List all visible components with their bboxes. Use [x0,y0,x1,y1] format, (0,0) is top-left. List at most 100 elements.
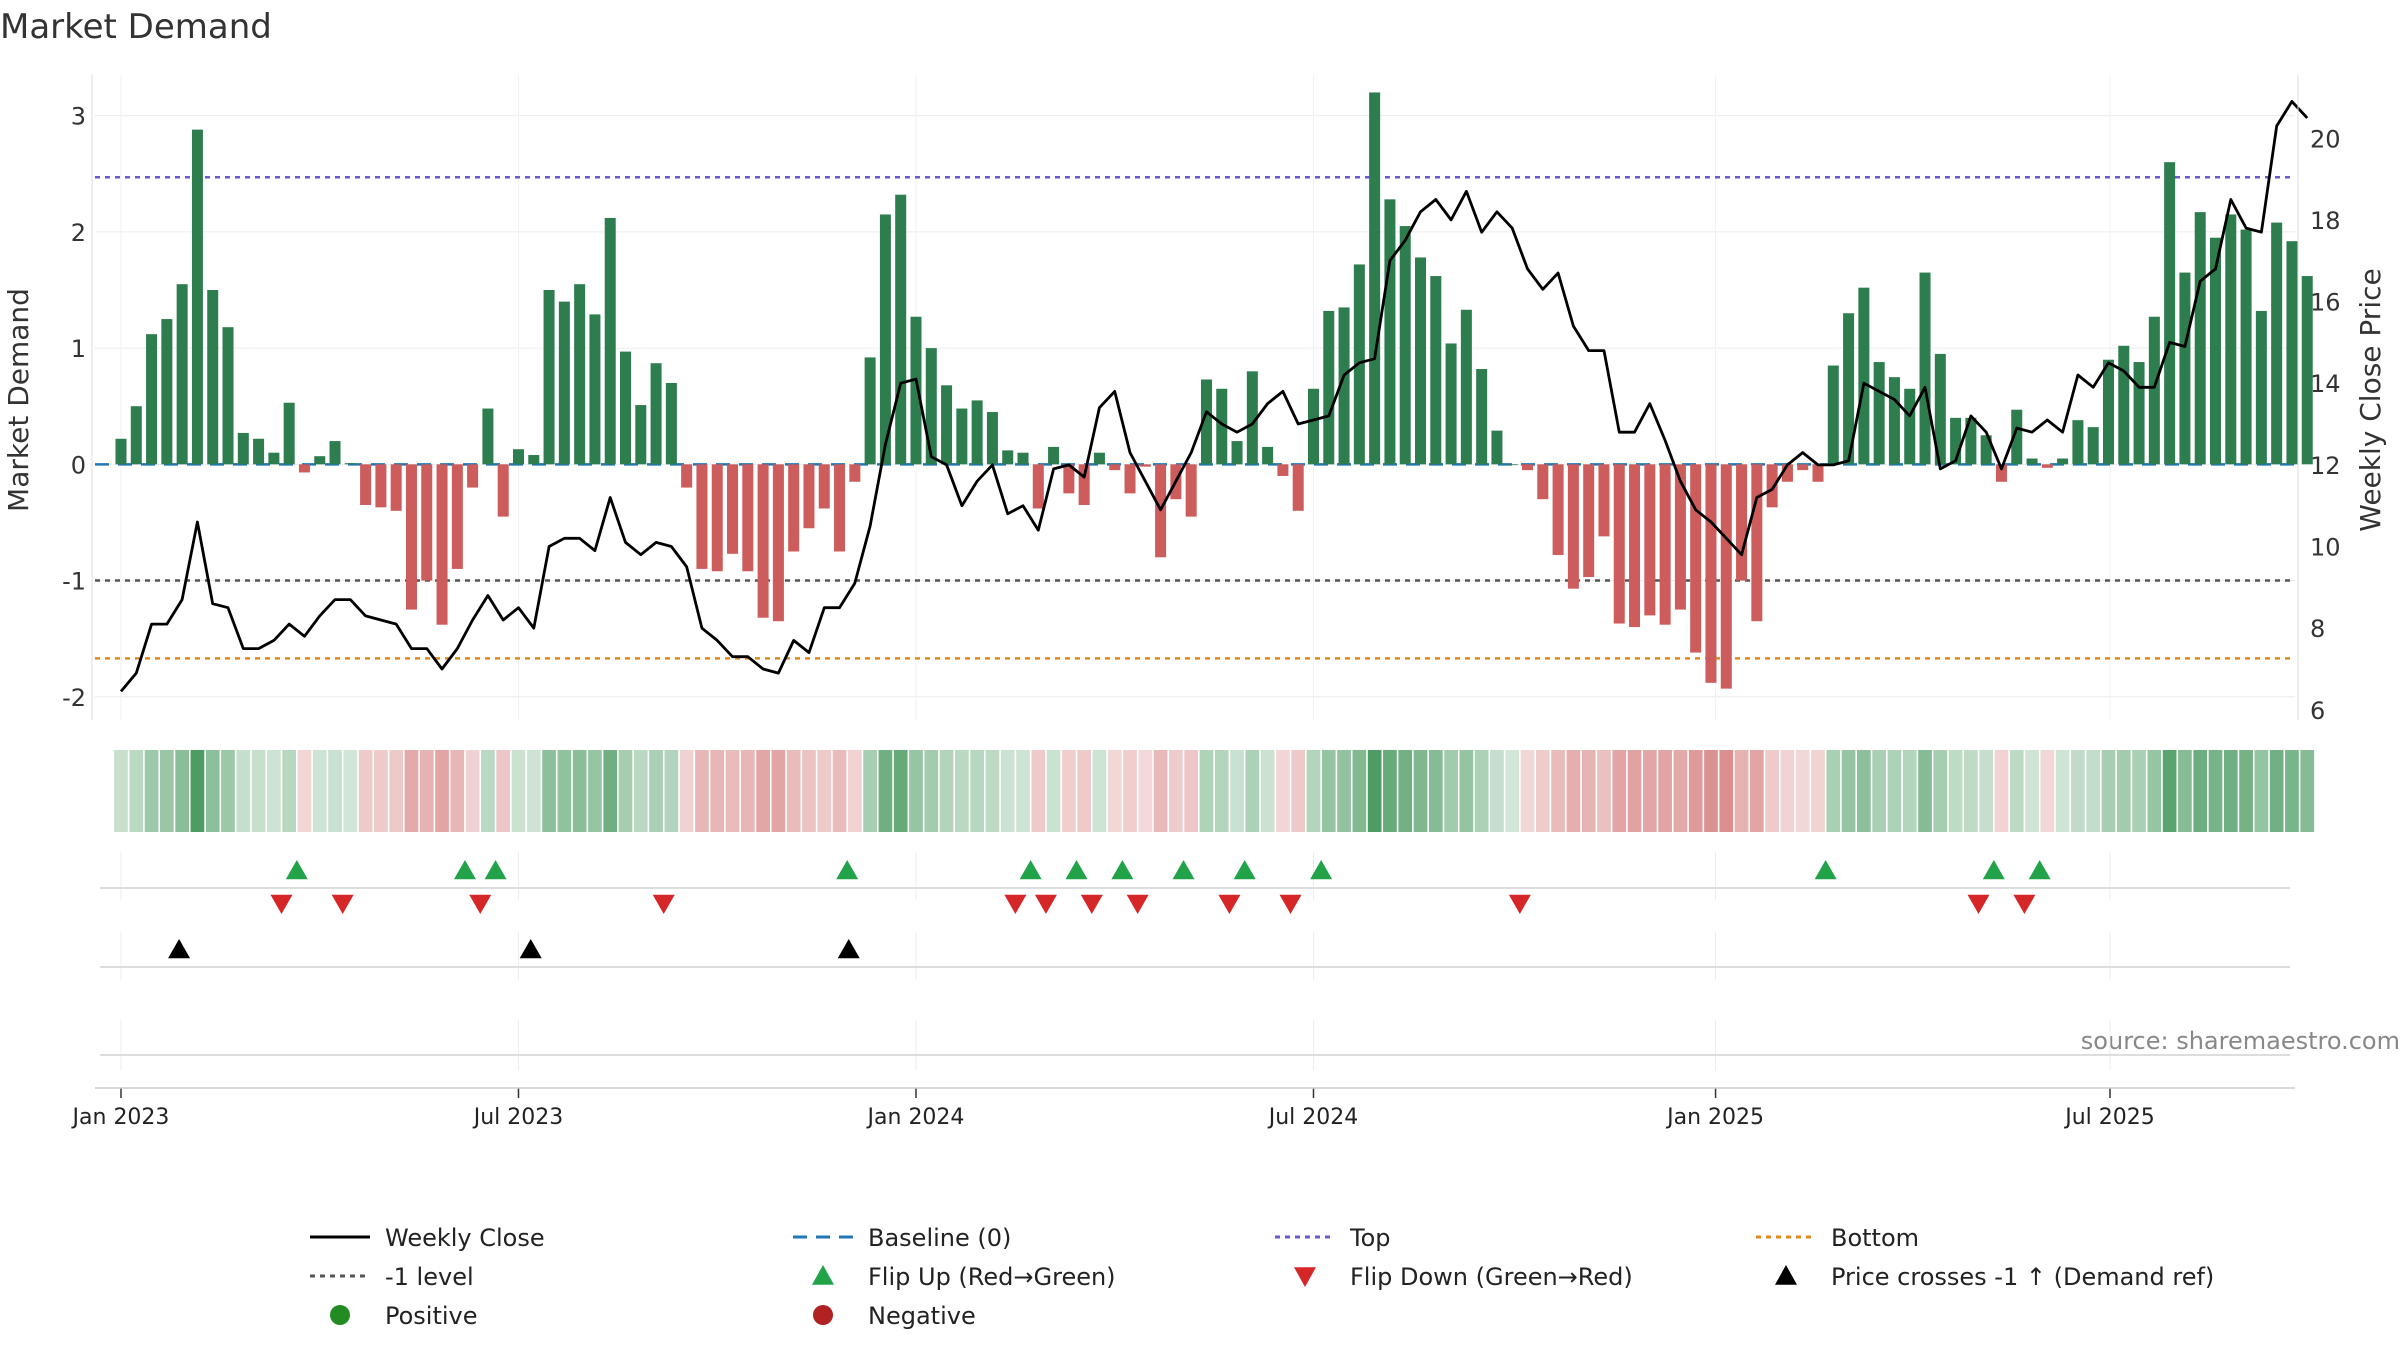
demand-bar [910,316,922,465]
heat-cell [1551,750,1565,832]
demand-bar [1965,417,1977,465]
x-tick-label: Jan 2023 [71,1105,170,1130]
demand-bar [2271,222,2283,465]
heat-cell [2009,750,2024,832]
demand-bar [1491,430,1503,465]
heat-cell [2116,750,2131,832]
demand-bar [1262,446,1274,465]
y-tick-label: 2 [71,219,86,247]
demand-bar [2255,310,2267,465]
demand-bar [2102,359,2114,465]
demand-bar [2011,409,2023,465]
heat-cell [2269,750,2284,832]
demand-bar [1873,362,1885,465]
demand-bar [1002,450,1014,465]
demand-bar [956,408,968,465]
flip-down-marker [2013,894,2036,914]
demand-bar [1292,464,1304,511]
demand-bar [1919,272,1931,465]
demand-bar [1781,464,1793,482]
heat-cell [909,750,923,832]
demand-bar [1200,379,1212,465]
heat-cell [144,750,159,832]
demand-bar [1323,310,1335,465]
demand-bar [788,464,800,552]
heat-cell [1841,750,1856,832]
demand-bar [620,351,632,465]
heat-cell [419,750,434,832]
weekly-close-legend-label: Weekly Close [385,1224,545,1252]
heat-cell [695,750,709,832]
heat-cell [1276,750,1290,832]
heat-cell [1230,750,1244,832]
y2-tick-label: 6 [2310,697,2325,725]
negative-legend-symbol [813,1305,833,1325]
x-tick-label: Jan 2024 [866,1105,965,1130]
demand-bar [161,319,173,465]
demand-bar [589,314,601,465]
demand-bar [1109,464,1121,471]
demand-bar [283,402,295,465]
heat-cell [1383,750,1397,832]
heat-cell [312,750,327,832]
demand-bar [1674,464,1686,610]
demand-bar [1843,313,1855,465]
y-tick-label: 3 [71,103,86,131]
demand-bar [1048,446,1060,465]
heat-cell [2208,750,2223,832]
flip-up-legend-item: Flip Up (Red→Green) [812,1263,1116,1291]
flip-down-marker [652,894,675,914]
weekly-close-line [119,100,2309,693]
heat-cell [1872,750,1886,832]
heat-cell [1979,750,1994,832]
heat-cell [1306,750,1321,832]
demand-bar [176,284,188,465]
minus1-legend-item: -1 level [310,1263,474,1291]
heat-cell [205,750,220,832]
demand-bar [1598,464,1610,537]
positive-legend-label: Positive [385,1302,478,1330]
heat-cell [924,750,939,832]
demand-bar [803,464,815,529]
demand-bar [1613,464,1625,624]
event-markers [168,860,2051,959]
heat-cell [328,750,342,832]
heat-cell [1367,750,1382,832]
x-tick-label: Jul 2024 [1267,1105,1359,1130]
demand-bar [253,438,265,465]
flip-down-marker [1279,894,1302,914]
demand-bar [925,348,937,465]
demand-bar [375,464,387,508]
demand-bar [834,464,846,552]
reference-lines [95,176,2295,660]
demand-bar [390,464,402,511]
negative-legend-label: Negative [868,1302,976,1330]
heat-cell [526,750,541,832]
heat-cell [1642,750,1657,832]
heat-cell [358,750,373,832]
demand-bar [222,327,234,465]
y2-tick-label: 8 [2310,615,2325,643]
demand-bar [2240,229,2252,465]
heat-cell [1918,750,1932,832]
demand-bar [2057,458,2069,465]
demand-bar [711,464,723,572]
heat-cell [832,750,847,832]
demand-bar [757,464,769,618]
demand-bar [329,441,341,465]
heat-cell [649,750,663,832]
heat-cell [970,750,984,832]
heat-cell [450,750,465,832]
heat-cell [2239,750,2253,832]
demand-bar [2194,212,2206,465]
flip-down-legend-item: Flip Down (Green→Red) [1294,1263,1633,1291]
demand-bar [237,432,249,465]
heat-cell [2162,750,2177,832]
demand-bar [528,455,540,465]
demand-bar [115,438,127,465]
heat-cell [496,750,511,832]
flip-up-marker [1814,860,1837,880]
demand-bar [818,464,830,509]
demand-heat-strip [114,750,2315,832]
demand-bar [2133,362,2145,465]
